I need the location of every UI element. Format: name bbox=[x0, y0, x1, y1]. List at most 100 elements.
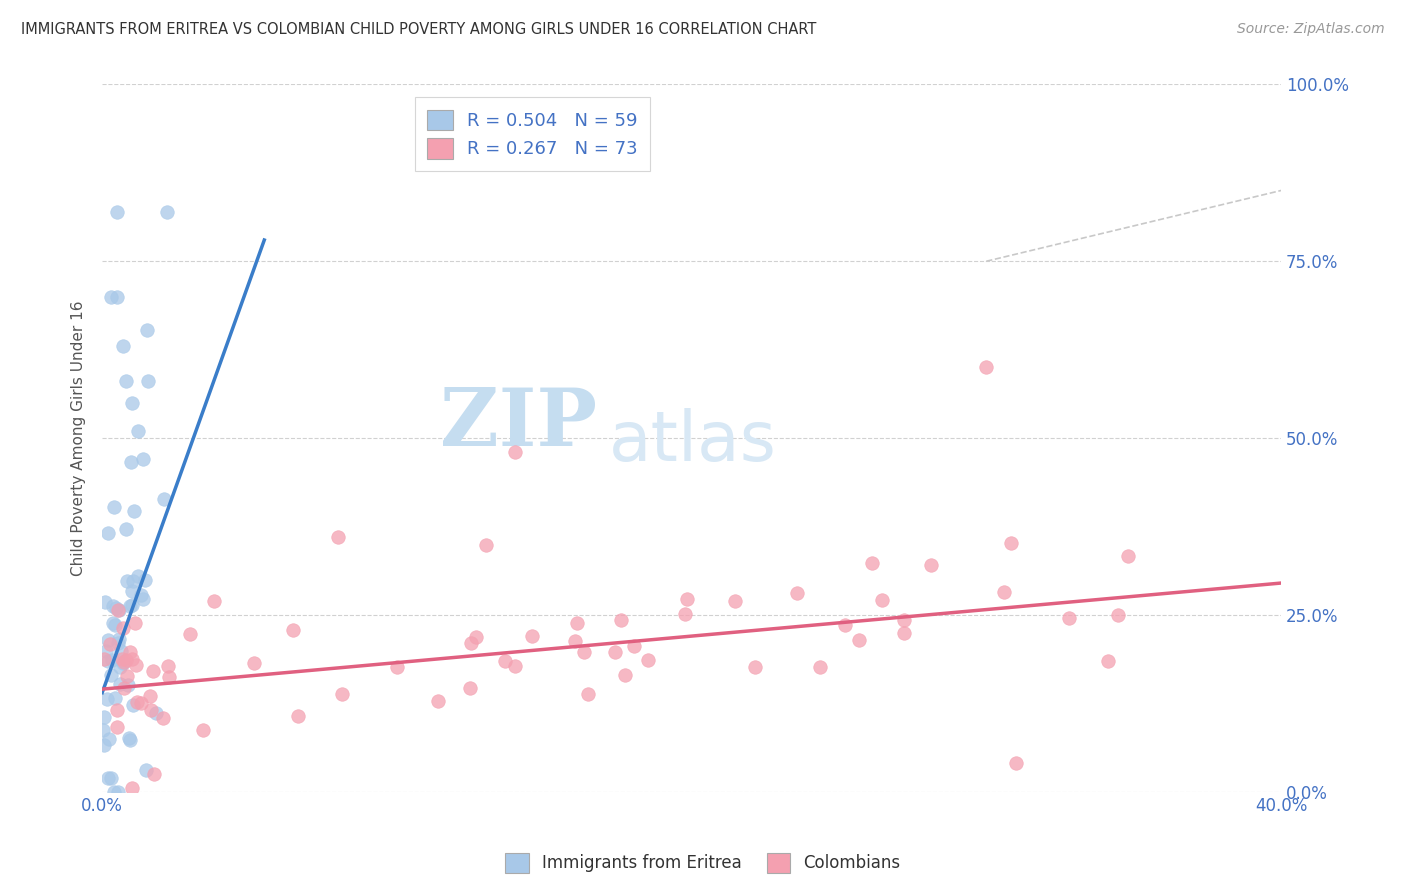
Point bbox=[127, 695, 149, 709]
Point bbox=[118, 731, 141, 745]
Point bbox=[100, 290, 122, 304]
Point bbox=[93, 738, 115, 752]
Point bbox=[141, 703, 163, 717]
Text: IMMIGRANTS FROM ERITREA VS COLOMBIAN CHILD POVERTY AMONG GIRLS UNDER 16 CORRELAT: IMMIGRANTS FROM ERITREA VS COLOMBIAN CHI… bbox=[21, 22, 817, 37]
Point bbox=[744, 660, 766, 674]
Point bbox=[105, 204, 128, 219]
Point bbox=[193, 723, 215, 738]
Point bbox=[114, 523, 136, 537]
Point bbox=[122, 574, 145, 589]
Point bbox=[870, 592, 893, 607]
Text: Source: ZipAtlas.com: Source: ZipAtlas.com bbox=[1237, 22, 1385, 37]
Point bbox=[120, 455, 142, 469]
Point bbox=[110, 644, 132, 658]
Point bbox=[93, 710, 115, 724]
Point bbox=[108, 632, 131, 647]
Legend: Immigrants from Eritrea, Colombians: Immigrants from Eritrea, Colombians bbox=[499, 847, 907, 880]
Point bbox=[385, 660, 408, 674]
Point bbox=[112, 657, 135, 671]
Point bbox=[202, 594, 225, 608]
Point bbox=[112, 681, 135, 695]
Point bbox=[131, 697, 153, 711]
Point bbox=[330, 687, 353, 701]
Point bbox=[974, 360, 997, 375]
Point bbox=[1097, 654, 1119, 668]
Point bbox=[105, 720, 128, 734]
Point bbox=[475, 538, 498, 552]
Point bbox=[610, 613, 633, 627]
Point bbox=[623, 639, 645, 653]
Point bbox=[121, 584, 143, 599]
Point bbox=[426, 694, 449, 708]
Point bbox=[157, 670, 180, 684]
Point bbox=[564, 634, 586, 648]
Point bbox=[115, 668, 138, 682]
Point bbox=[97, 771, 120, 785]
Point bbox=[136, 323, 159, 337]
Point bbox=[91, 723, 114, 737]
Point bbox=[103, 785, 125, 799]
Point bbox=[125, 657, 148, 672]
Point bbox=[127, 569, 149, 583]
Point bbox=[1107, 607, 1129, 622]
Point bbox=[117, 678, 139, 692]
Point bbox=[135, 764, 157, 778]
Point bbox=[893, 626, 915, 640]
Point bbox=[97, 526, 120, 541]
Point bbox=[103, 599, 125, 614]
Point bbox=[142, 664, 165, 678]
Point bbox=[326, 530, 349, 544]
Point bbox=[129, 588, 152, 602]
Point bbox=[1059, 610, 1081, 624]
Point bbox=[120, 645, 142, 659]
Point bbox=[834, 617, 856, 632]
Point bbox=[127, 424, 149, 438]
Point bbox=[920, 558, 942, 573]
Point bbox=[1116, 549, 1139, 563]
Point bbox=[893, 613, 915, 627]
Legend: R = 0.504   N = 59, R = 0.267   N = 73: R = 0.504 N = 59, R = 0.267 N = 73 bbox=[415, 97, 650, 171]
Point bbox=[121, 395, 143, 409]
Point bbox=[124, 615, 146, 630]
Point bbox=[98, 637, 121, 651]
Point bbox=[104, 618, 127, 632]
Point bbox=[122, 504, 145, 518]
Point bbox=[121, 599, 143, 613]
Point bbox=[134, 573, 156, 587]
Point bbox=[100, 668, 122, 682]
Point bbox=[578, 688, 600, 702]
Point bbox=[96, 692, 118, 706]
Point bbox=[786, 586, 808, 600]
Point bbox=[112, 655, 135, 669]
Point bbox=[522, 629, 544, 643]
Point bbox=[121, 780, 143, 795]
Point bbox=[93, 652, 115, 666]
Point bbox=[105, 703, 128, 717]
Point bbox=[460, 681, 482, 696]
Point bbox=[156, 659, 179, 673]
Point bbox=[637, 653, 659, 667]
Point bbox=[107, 636, 129, 650]
Point bbox=[673, 607, 696, 621]
Point bbox=[108, 677, 131, 691]
Point bbox=[103, 616, 125, 631]
Point bbox=[1000, 536, 1022, 550]
Point bbox=[156, 204, 179, 219]
Point bbox=[103, 690, 125, 705]
Point bbox=[136, 375, 159, 389]
Point bbox=[115, 574, 138, 588]
Point bbox=[107, 785, 129, 799]
Point bbox=[94, 643, 117, 657]
Point bbox=[152, 711, 174, 725]
Point bbox=[121, 651, 143, 665]
Point bbox=[97, 654, 120, 668]
Point bbox=[142, 767, 165, 781]
Point bbox=[111, 339, 134, 353]
Point bbox=[145, 706, 167, 721]
Text: ZIP: ZIP bbox=[440, 385, 598, 463]
Point bbox=[121, 698, 143, 713]
Point bbox=[112, 621, 135, 635]
Point bbox=[120, 732, 142, 747]
Point bbox=[860, 556, 883, 570]
Point bbox=[94, 595, 117, 609]
